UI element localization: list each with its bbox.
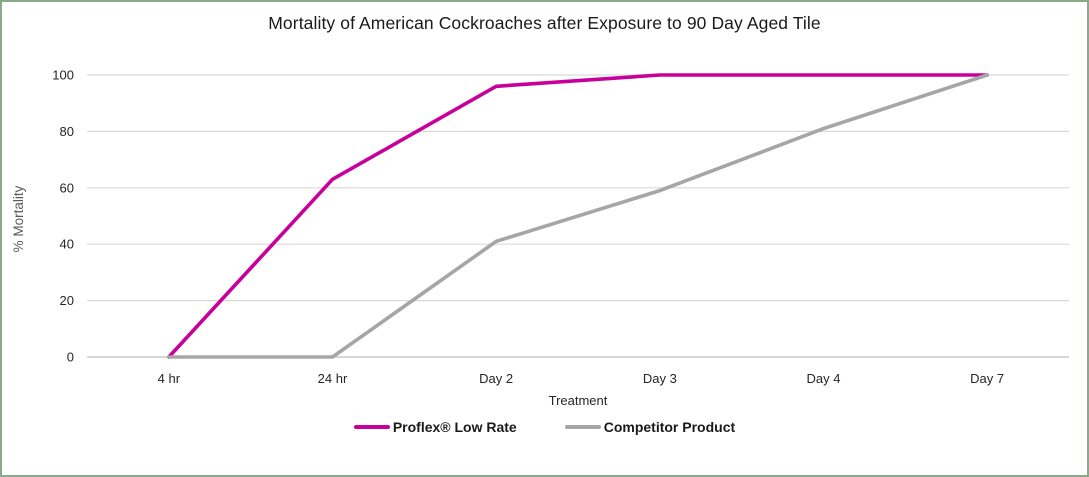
x-tick-label: 24 hr: [318, 371, 348, 386]
legend-item-competitor-product: Competitor Product: [564, 419, 736, 435]
line-proflex-low-rate: [167, 73, 989, 359]
y-tick-label: 100: [52, 68, 74, 83]
x-axis-title: Treatment: [548, 393, 608, 408]
legend-label-proflex-low-rate: Proflex® Low Rate: [392, 419, 517, 435]
y-tick-label: 80: [60, 124, 74, 139]
legend-label-competitor-product: Competitor Product: [603, 419, 736, 435]
line-competitor-product: [167, 73, 989, 359]
competitor-product-line-swatch: [564, 425, 601, 429]
x-tick-label: Day 2: [479, 371, 513, 386]
y-tick-label: 0: [67, 350, 74, 365]
chart-title: Mortality of American Cockroaches after …: [268, 13, 821, 33]
y-tick-label: 20: [60, 293, 74, 308]
legend-item-proflex-low-rate: Proflex® Low Rate: [353, 419, 517, 435]
y-tick-label: 60: [60, 180, 74, 195]
x-tick-label: Day 7: [970, 371, 1004, 386]
legend: Proflex® Low Rate Competitor Product: [2, 419, 1087, 435]
x-tick-label: Day 3: [643, 371, 677, 386]
x-tick-label: 4 hr: [158, 371, 181, 386]
x-tick-label: Day 4: [807, 371, 841, 386]
proflex-low-rate-line-swatch: [353, 425, 390, 429]
y-tick-label: 40: [60, 237, 74, 252]
